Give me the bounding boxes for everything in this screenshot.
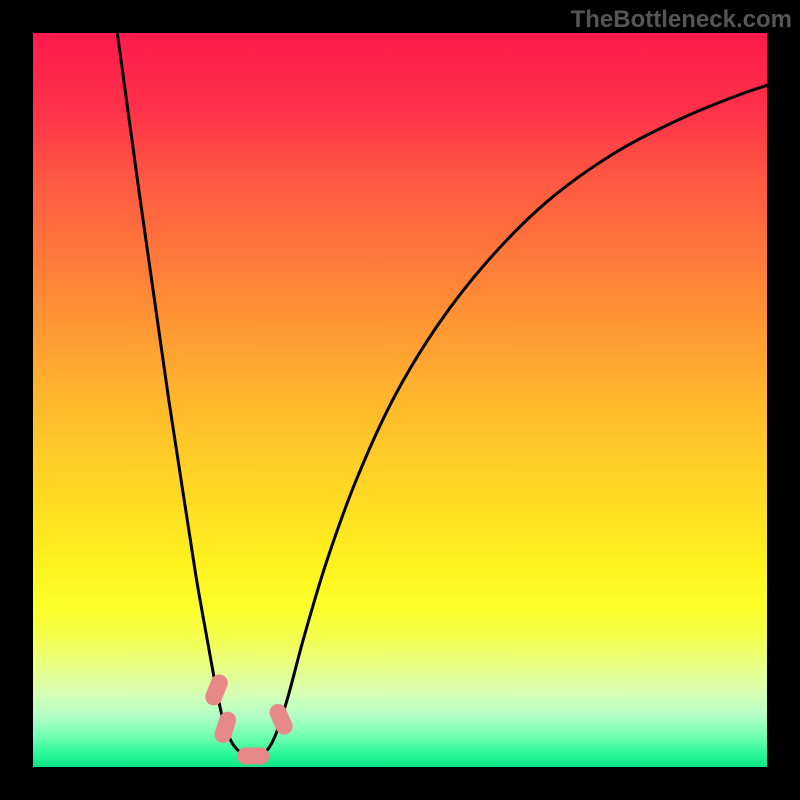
plot-area [33, 33, 767, 767]
gradient-background [33, 33, 767, 767]
plot-svg [33, 33, 767, 767]
curve-marker [237, 747, 269, 764]
watermark-text: TheBottleneck.com [571, 6, 792, 34]
chart-container: TheBottleneck.com [0, 0, 800, 800]
